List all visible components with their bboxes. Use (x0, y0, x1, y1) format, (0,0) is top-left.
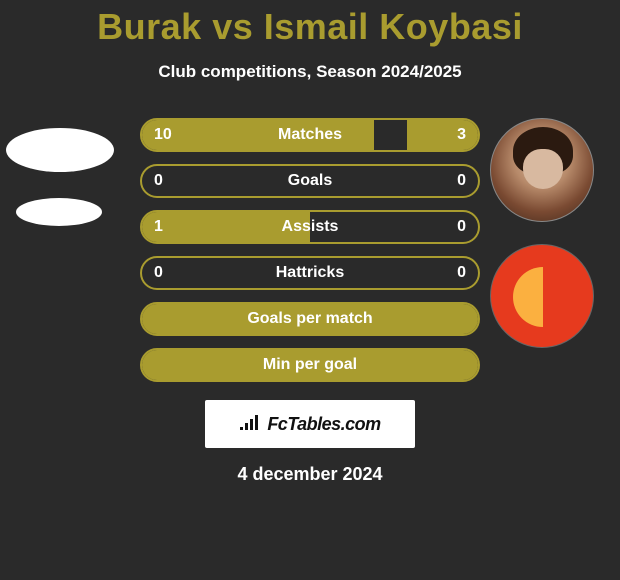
stat-value-right: 0 (457, 166, 466, 196)
stat-value-left: 0 (154, 258, 163, 288)
player2-club-badge (490, 244, 594, 348)
player1-avatar (6, 128, 114, 172)
stat-value-left: 10 (154, 120, 172, 150)
player1-name: Burak (97, 6, 202, 47)
player2-avatar (490, 118, 594, 222)
player1-club-badge (16, 198, 102, 226)
stat-label: Min per goal (142, 350, 478, 380)
stat-label: Goals per match (142, 304, 478, 334)
stat-label: Matches (142, 120, 478, 150)
stat-row: Assists1 0 (140, 210, 480, 244)
vs-text: vs (212, 6, 253, 47)
left-player-column (6, 118, 126, 226)
stat-label: Goals (142, 166, 478, 196)
player2-name: Ismail Koybasi (264, 6, 523, 47)
comparison-area: Matches103Goals00Assists10Hattricks00Goa… (0, 118, 620, 388)
stat-value-right: 0 (457, 212, 466, 242)
attribution-text: FcTables.com (267, 414, 380, 435)
season-subtitle: Club competitions, Season 2024/2025 (0, 62, 620, 82)
date-text: 4 december 2024 (0, 464, 620, 485)
stat-value-right: 0 (457, 258, 466, 288)
stat-row: Goals per match (140, 302, 480, 336)
stat-value-right: 3 (457, 120, 466, 150)
stat-row: Min per goal (140, 348, 480, 382)
stat-label: Hattricks (142, 258, 478, 288)
fctables-logo-icon (239, 413, 261, 436)
right-player-column (490, 118, 610, 348)
stat-value-left: 0 (154, 166, 163, 196)
stat-row: Matches10 3 (140, 118, 480, 152)
comparison-title: Burak vs Ismail Koybasi (0, 0, 620, 48)
stat-rows-container: Matches103Goals00Assists10Hattricks00Goa… (140, 118, 480, 394)
stat-row: Hattricks0 0 (140, 256, 480, 290)
stat-value-left: 1 (154, 212, 163, 242)
attribution-badge: FcTables.com (205, 400, 415, 448)
stat-row: Goals0 0 (140, 164, 480, 198)
stat-label: Assists (142, 212, 478, 242)
